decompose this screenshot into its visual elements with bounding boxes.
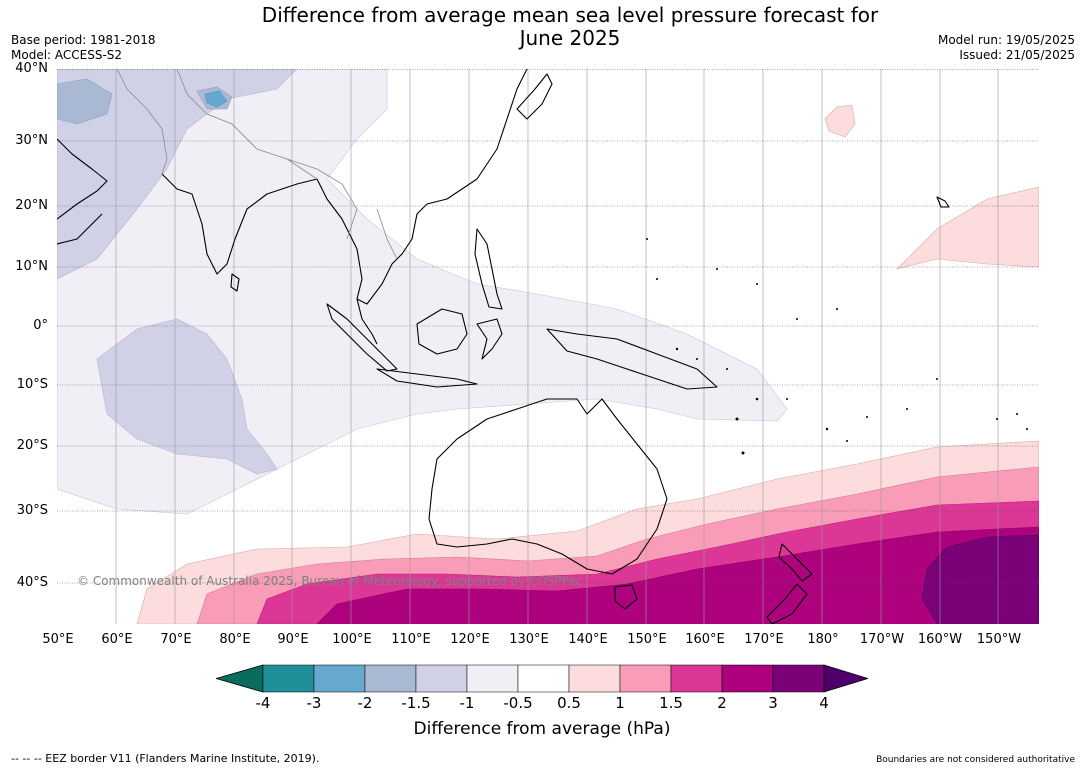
lat-label: 40°N (15, 61, 48, 76)
graticule-lat (57, 69, 1039, 584)
lon-label: 80°E (219, 632, 251, 647)
lon-label: 160°W (917, 632, 963, 647)
anomaly-region-neg-1-indian (96, 318, 278, 475)
model-run: Model run: 19/05/2025 (937, 33, 1075, 47)
anomaly-region-pos-0-5-north (896, 186, 1039, 270)
issued-date: Issued: 21/05/2025 (959, 48, 1075, 62)
lon-label: 140°E (568, 632, 608, 647)
colorbar-tick: 0.5 (557, 694, 581, 712)
coastlines (57, 69, 950, 624)
lat-label: 30°S (16, 503, 48, 518)
lon-label: 50°E (42, 632, 74, 647)
anomaly-region-neg-1 (57, 69, 298, 280)
lat-label: 10°N (15, 259, 48, 274)
colorbar-band (466, 664, 519, 693)
colorbar-band (772, 664, 825, 693)
colorbar-tick: -3 (306, 694, 322, 712)
colorbar-band (415, 664, 468, 693)
lon-label: 150°W (976, 632, 1022, 647)
lat-label: 40°S (16, 575, 48, 590)
meta-right: Model run: 19/05/2025 Issued: 21/05/2025 (938, 33, 1075, 63)
lon-label: 100°E (332, 632, 372, 647)
lon-label: 130°E (509, 632, 549, 647)
colorbar-below-min (216, 664, 264, 693)
lon-label: 150°E (627, 632, 667, 647)
lon-label: 160°E (685, 632, 725, 647)
colorbar-tick: 4 (819, 694, 829, 712)
eez-note: -- -- -- EEZ border V11 (Flanders Marine… (11, 752, 320, 765)
lon-label: 110°E (391, 632, 431, 647)
title-line-2: June 2025 (519, 26, 621, 50)
copyright-notice: © Commonwealth of Australia 2025, Bureau… (77, 574, 583, 588)
title-line-1: Difference from average mean sea level p… (261, 3, 879, 27)
anomaly-region-pos-2 (316, 526, 1039, 624)
colorbar-tick: -1.5 (401, 694, 431, 712)
lat-label: 20°S (16, 438, 48, 453)
map-title: Difference from average mean sea level p… (140, 4, 1000, 50)
lon-label: 120°E (450, 632, 490, 647)
colorbar-tick: 2 (717, 694, 727, 712)
anomaly-region-neg-2 (204, 90, 228, 108)
base-period: Base period: 1981-2018 (11, 33, 156, 47)
model-name: Model: ACCESS-S2 (11, 48, 123, 62)
lon-label: 170°W (859, 632, 905, 647)
pacific-islands (646, 238, 1028, 455)
lon-label: 170°E (744, 632, 784, 647)
colorbar-tick: 1.5 (659, 694, 683, 712)
colorbar-above-max (823, 664, 868, 693)
colorbar-band (262, 664, 315, 693)
colorbar-title: Difference from average (hPa) (413, 719, 671, 739)
country-borders (116, 69, 398, 260)
colorbar-band (517, 664, 570, 693)
colorbar-band (721, 664, 774, 693)
colorbar-tick: 3 (768, 694, 778, 712)
graticule (115, 69, 999, 624)
colorbar-band (364, 664, 417, 693)
lon-label: 90°E (277, 632, 309, 647)
colorbar-band (670, 664, 723, 693)
colorbar-tick: -1 (459, 694, 475, 712)
colorbar-band (313, 664, 366, 693)
lat-label: 30°N (15, 133, 48, 148)
anomaly-region-pos-3 (921, 534, 1039, 624)
colorbar-band (568, 664, 621, 693)
lon-label: 180° (807, 632, 839, 647)
meta-left: Base period: 1981-2018 Model: ACCESS-S2 (11, 33, 156, 63)
anomaly-region-neg-1-5 (57, 78, 113, 125)
map-panel (57, 69, 1039, 624)
lat-label: 20°N (15, 198, 48, 213)
colorbar (216, 664, 868, 693)
colorbar-tick: -2 (357, 694, 373, 712)
anomaly-region-pos-0-5-island (824, 104, 856, 138)
colorbar-band (619, 664, 672, 693)
colorbar-tick: -4 (255, 694, 271, 712)
lat-label: 10°S (16, 377, 48, 392)
colorbar-tick: 1 (615, 694, 625, 712)
colorbar-tick: -0.5 (503, 694, 533, 712)
boundaries-note: Boundaries are not considered authoritat… (876, 755, 1075, 765)
lon-label: 70°E (160, 632, 192, 647)
lat-label: 0° (33, 318, 48, 333)
lon-label: 60°E (101, 632, 133, 647)
